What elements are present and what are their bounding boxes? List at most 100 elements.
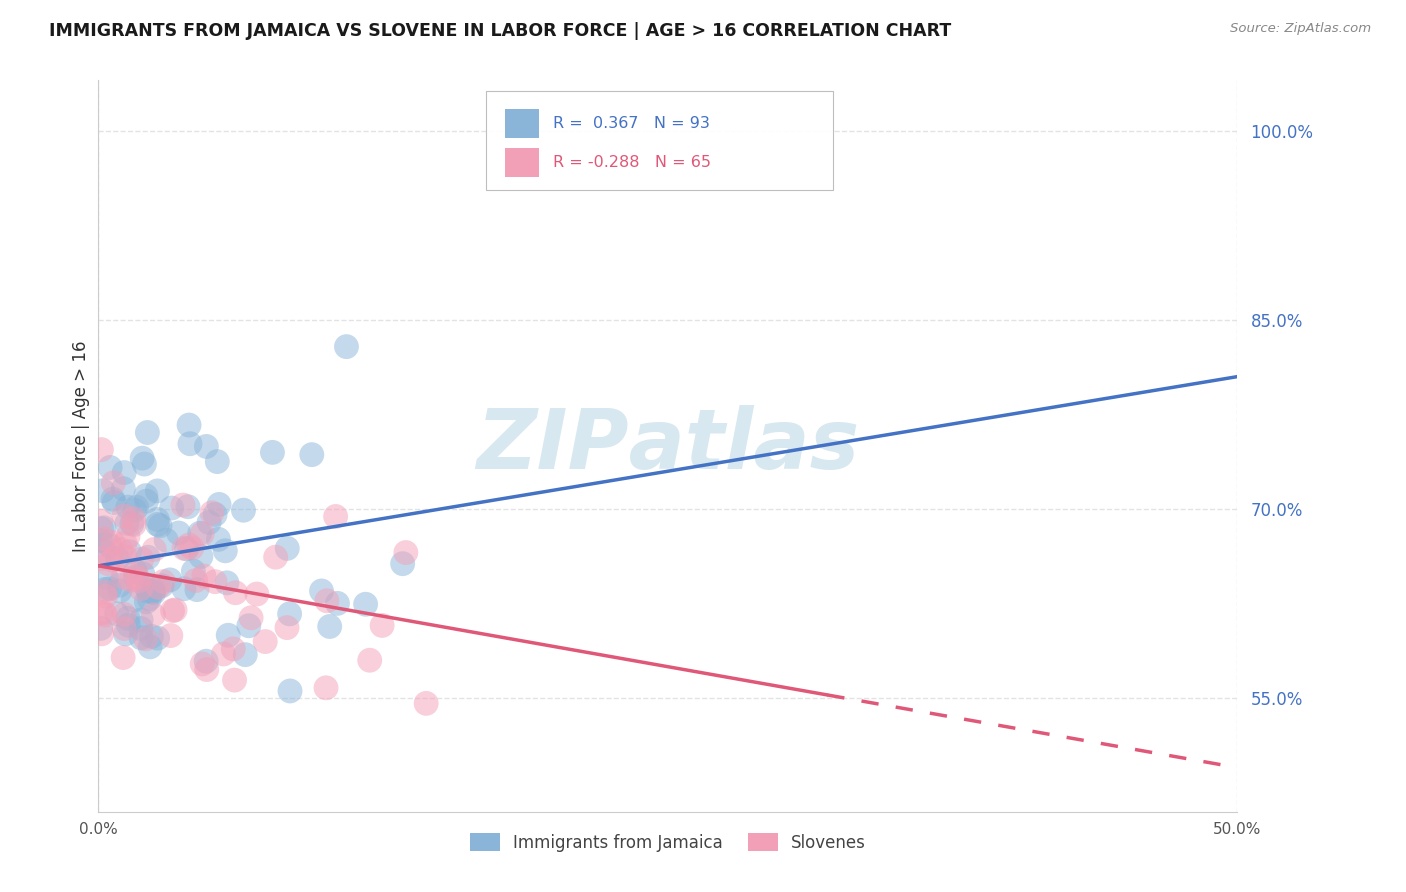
Point xyxy=(117,500,139,515)
Point xyxy=(108,578,131,592)
Point xyxy=(135,494,157,508)
Bar xyxy=(505,109,538,138)
Point xyxy=(122,593,145,607)
Point xyxy=(124,565,146,579)
Point xyxy=(232,503,254,517)
Point xyxy=(103,475,125,490)
Point xyxy=(195,654,218,668)
Point xyxy=(146,483,169,498)
Point xyxy=(93,532,115,546)
Point xyxy=(124,570,146,584)
Point xyxy=(415,697,437,711)
Y-axis label: In Labor Force | Age > 16: In Labor Force | Age > 16 xyxy=(72,340,90,552)
Point xyxy=(155,533,177,548)
Point xyxy=(217,628,239,642)
Point xyxy=(152,574,174,589)
Point xyxy=(131,552,153,566)
Point xyxy=(204,574,226,589)
Point xyxy=(101,492,124,507)
Point xyxy=(240,611,263,625)
Point xyxy=(186,582,208,597)
Point xyxy=(98,582,121,596)
Point xyxy=(262,445,284,459)
Point xyxy=(162,604,184,618)
Point xyxy=(94,589,117,603)
Point xyxy=(238,619,260,633)
Point xyxy=(98,539,121,553)
Point xyxy=(195,663,218,677)
Text: IMMIGRANTS FROM JAMAICA VS SLOVENE IN LABOR FORCE | AGE > 16 CORRELATION CHART: IMMIGRANTS FROM JAMAICA VS SLOVENE IN LA… xyxy=(49,22,952,40)
Point xyxy=(138,591,160,606)
Point xyxy=(90,621,112,635)
Point xyxy=(276,541,298,556)
Point xyxy=(94,585,117,599)
Point xyxy=(208,498,231,512)
Point xyxy=(135,632,157,646)
Point xyxy=(93,521,115,535)
Point xyxy=(129,631,152,645)
Point xyxy=(254,634,277,648)
Point xyxy=(146,631,169,645)
Point xyxy=(112,650,135,665)
Point xyxy=(160,501,183,516)
Point xyxy=(112,482,135,496)
Text: R =  0.367   N = 93: R = 0.367 N = 93 xyxy=(553,116,710,131)
Point xyxy=(134,457,156,471)
Point xyxy=(201,506,224,520)
Point xyxy=(354,597,377,611)
Point xyxy=(207,533,229,547)
Point xyxy=(90,514,112,528)
Point xyxy=(136,550,159,565)
Point xyxy=(112,622,135,636)
Point xyxy=(391,557,413,571)
Point xyxy=(191,526,214,541)
Point xyxy=(142,585,165,599)
Point xyxy=(129,622,152,636)
Point xyxy=(142,582,165,597)
Point xyxy=(90,442,112,457)
Point xyxy=(117,611,139,625)
Point xyxy=(180,541,202,555)
Point xyxy=(136,425,159,440)
Point xyxy=(173,541,195,556)
Point xyxy=(120,573,142,587)
Point xyxy=(118,545,141,559)
Point xyxy=(149,518,172,533)
Point xyxy=(165,603,187,617)
Point xyxy=(101,553,124,567)
Point xyxy=(129,613,152,627)
Text: ZIP​atlas: ZIP​atlas xyxy=(477,406,859,486)
Point xyxy=(112,508,135,523)
Point xyxy=(132,566,155,581)
Point xyxy=(128,574,150,588)
Point xyxy=(176,541,198,556)
Point xyxy=(198,516,221,530)
Point xyxy=(115,516,138,531)
Point xyxy=(91,483,114,498)
Point xyxy=(117,618,139,632)
Point xyxy=(159,629,181,643)
Point xyxy=(224,673,246,687)
Point xyxy=(177,418,200,433)
Text: R = -0.288   N = 65: R = -0.288 N = 65 xyxy=(553,155,711,170)
Point xyxy=(195,440,218,454)
Point xyxy=(190,549,212,564)
Point xyxy=(139,640,162,654)
Point xyxy=(204,508,226,522)
Point xyxy=(188,526,211,541)
Point xyxy=(335,340,357,354)
Point xyxy=(90,533,112,548)
Point xyxy=(141,629,163,643)
Point xyxy=(135,489,157,503)
Point xyxy=(193,569,215,583)
Point xyxy=(112,607,135,622)
Point xyxy=(93,606,115,620)
Point xyxy=(114,536,136,550)
Point xyxy=(359,653,381,667)
Point xyxy=(326,596,349,610)
Point xyxy=(122,512,145,526)
Point xyxy=(129,582,152,596)
Point xyxy=(90,522,112,536)
Point xyxy=(316,594,339,608)
Point xyxy=(177,500,200,514)
